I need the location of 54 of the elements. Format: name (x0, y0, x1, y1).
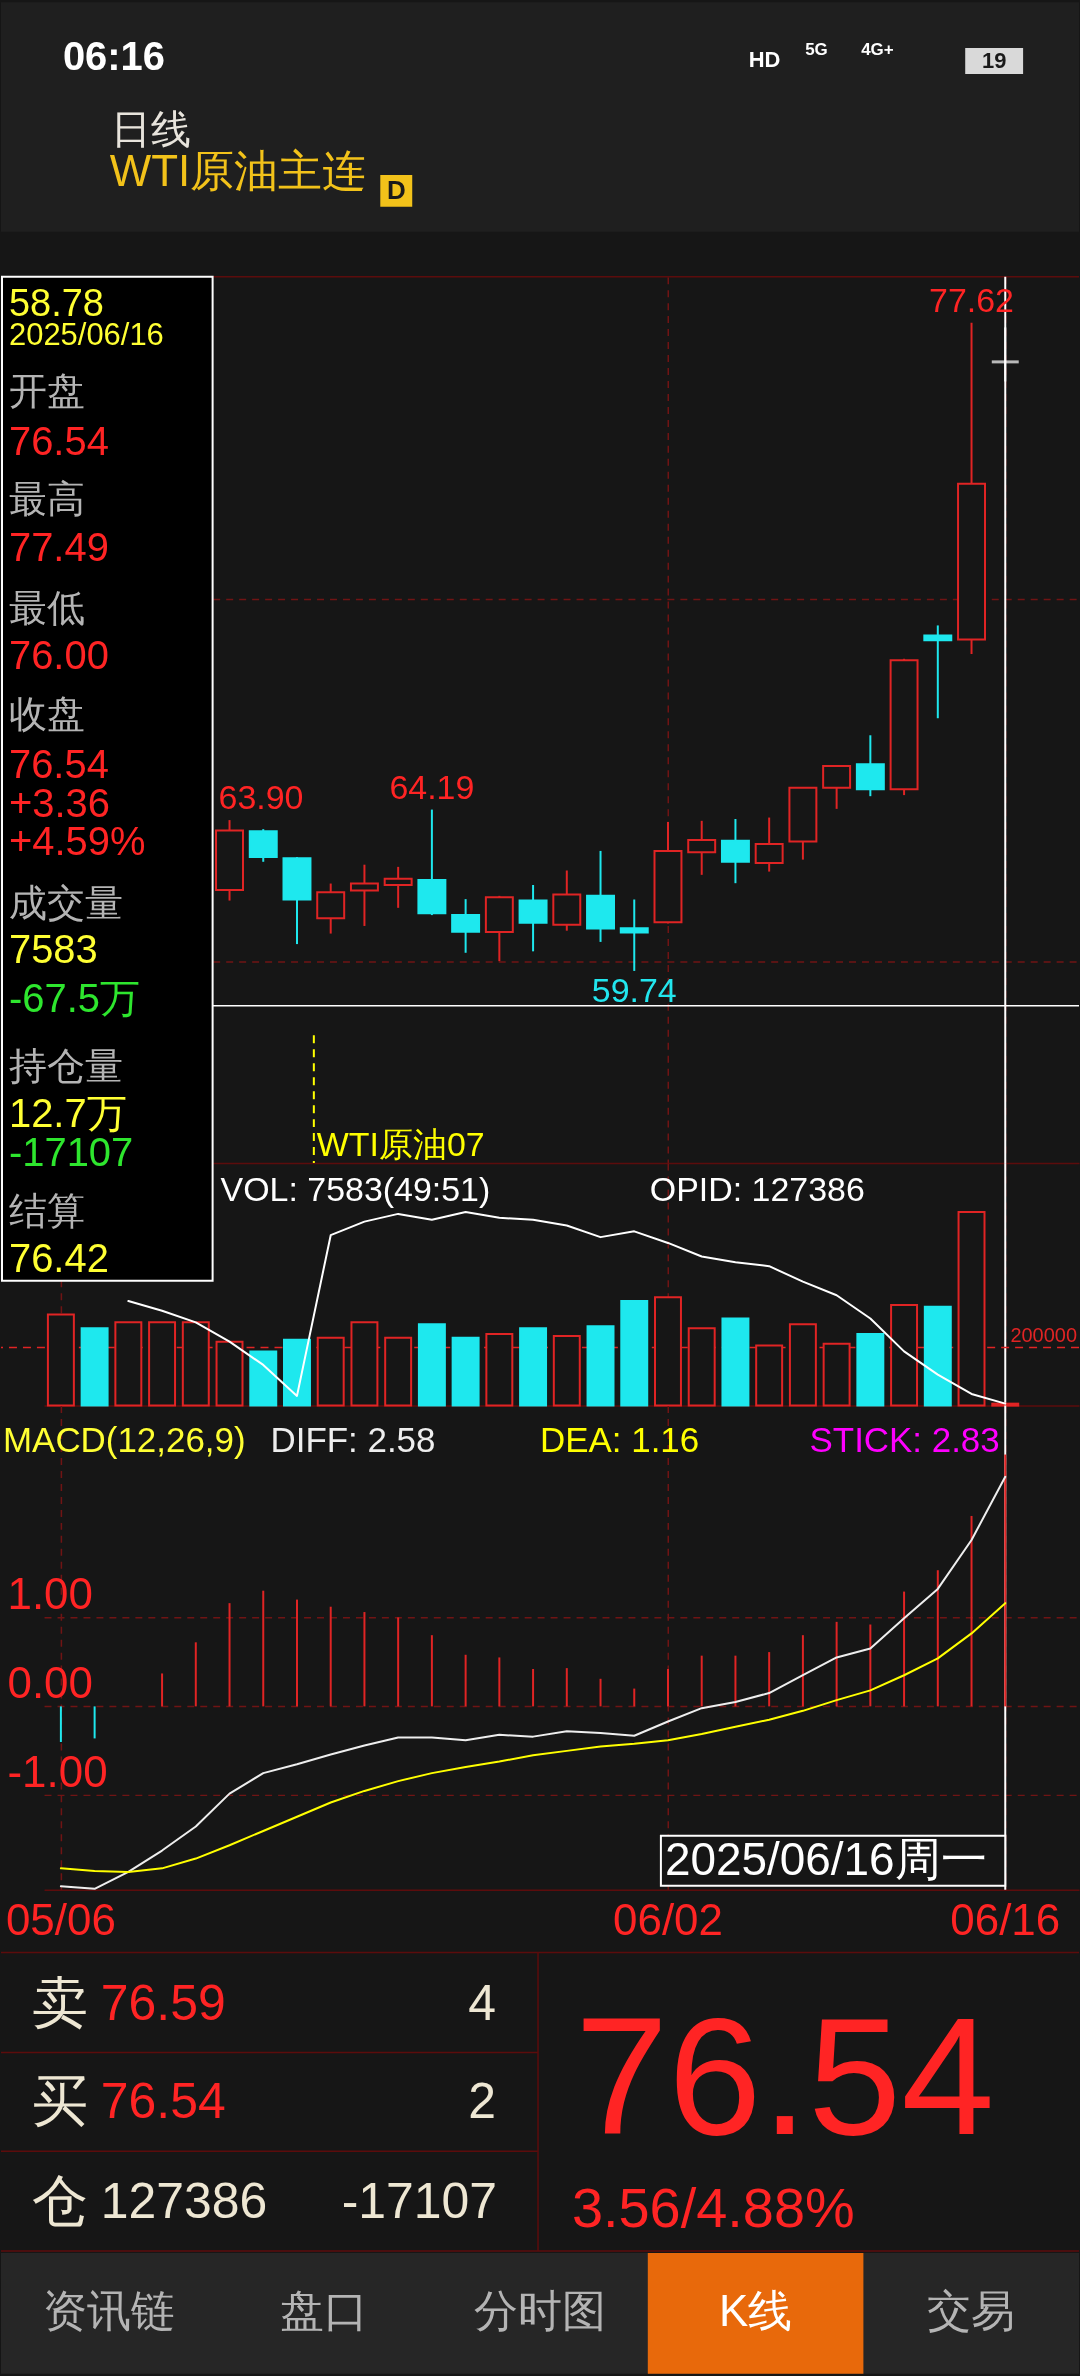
text: VOL: 7583(49:51) (220, 1169, 491, 1208)
annotation: 最低 (8, 587, 85, 630)
text: DEA: 1.16 (540, 1419, 700, 1459)
y-tick-label: -1.00 (7, 1746, 108, 1796)
x-tick-label: 06/02 (613, 1895, 723, 1945)
y-tick-label: 1.00 (7, 1568, 93, 1618)
text: D (386, 175, 406, 204)
annotation: 结算 (8, 1189, 85, 1232)
x-tick-label: 06/16 (950, 1895, 1061, 1945)
text: 买 (31, 2069, 88, 2133)
annotation: 7583 (8, 927, 98, 972)
annotation: 77.49 (8, 525, 109, 570)
text: 盘口 (280, 2285, 369, 2335)
text: 资讯链 (42, 2285, 175, 2335)
text: DIFF: 2.58 (270, 1419, 436, 1459)
chart-title: MACD(12,26,9) (2, 1419, 246, 1459)
annotation: 最高 (8, 478, 85, 521)
annotation: 持仓量 (8, 1045, 123, 1088)
annotation: 收盘 (8, 692, 85, 735)
annotation: 76.54 (8, 419, 109, 464)
text: OPID: 127386 (649, 1169, 865, 1208)
x-tick-label: 05/06 (5, 1895, 116, 1945)
annotation: 76.00 (8, 632, 109, 677)
text: 127386 (100, 2173, 268, 2230)
text: 76.54 (574, 1982, 995, 2171)
text: 76.54 (100, 2073, 226, 2130)
annotation: 2025/06/16 (8, 316, 164, 352)
annotation: 64.19 (389, 767, 475, 806)
text: 19 (981, 48, 1007, 74)
text: 06:16 (62, 34, 165, 79)
annotation: 成交量 (8, 881, 123, 924)
text: 分时图 (474, 2285, 606, 2335)
annotation: -67.5万 (8, 976, 140, 1021)
text: -17107 (341, 2173, 498, 2230)
annotation: 63.90 (218, 777, 304, 816)
text: 2 (468, 2073, 497, 2130)
annotation: 200000 (1010, 1323, 1078, 1346)
annotation: 59.74 (591, 970, 677, 1009)
y-tick-label: 0.00 (7, 1657, 93, 1707)
text: K线 (718, 2285, 793, 2335)
text: 3.56/4.88% (571, 2176, 855, 2240)
annotation: WTI原油07 (316, 1125, 485, 1164)
annotation: 76.42 (8, 1235, 109, 1280)
text: 5G (805, 40, 828, 60)
text: 76.59 (100, 1975, 226, 2032)
series-label: STICK: 2.83 (809, 1419, 1000, 1459)
annotation: 开盘 (8, 370, 85, 413)
text: 卖 (31, 1971, 88, 2035)
text: HD (748, 47, 781, 73)
text: 4 (468, 1975, 497, 2032)
text: 4G+ (861, 40, 894, 60)
ref-line-label: 2025/06/16周一 (664, 1832, 987, 1885)
text: 仓 (31, 2169, 88, 2233)
text: 交易 (927, 2285, 1016, 2335)
